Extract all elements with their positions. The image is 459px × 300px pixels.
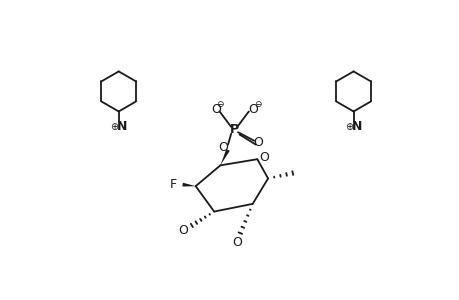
Polygon shape [182, 183, 195, 187]
Text: O: O [178, 224, 188, 237]
Text: N: N [116, 120, 127, 134]
Text: O: O [252, 136, 263, 149]
Polygon shape [220, 149, 230, 165]
Text: O: O [259, 151, 269, 164]
Text: F: F [169, 178, 177, 191]
Text: O: O [210, 103, 220, 116]
Text: P: P [229, 123, 238, 136]
Text: O: O [218, 141, 228, 154]
Text: $\ominus$: $\ominus$ [253, 99, 262, 109]
Text: O: O [232, 236, 242, 249]
Text: $\oplus$: $\oplus$ [344, 122, 353, 132]
Text: N: N [351, 120, 361, 134]
Text: $\oplus$: $\oplus$ [110, 122, 119, 132]
Text: O: O [247, 103, 257, 116]
Text: $\ominus$: $\ominus$ [216, 99, 224, 109]
